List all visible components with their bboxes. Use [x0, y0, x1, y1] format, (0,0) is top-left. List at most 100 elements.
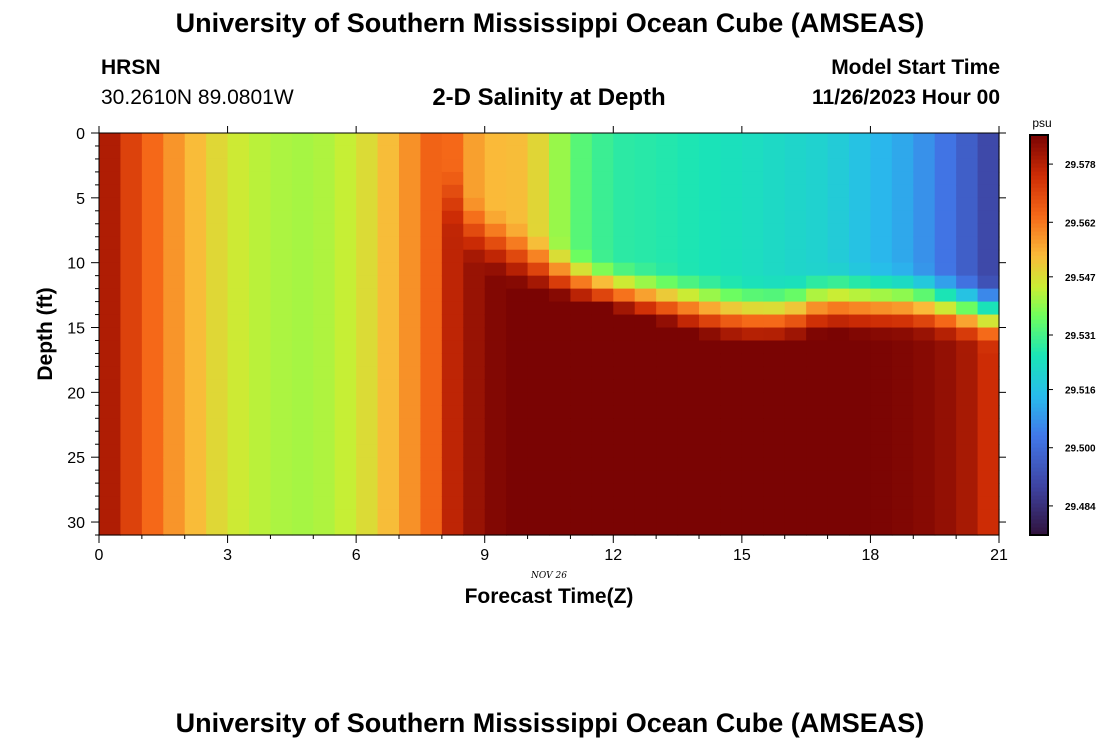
heatmap-cell [249, 444, 272, 458]
heatmap-cell [249, 288, 272, 303]
heatmap-cell [334, 418, 357, 432]
heatmap-cell [120, 249, 143, 264]
heatmap-cell [291, 483, 314, 497]
heatmap-cell [441, 483, 464, 497]
heatmap-cell [270, 236, 293, 251]
heatmap-cell [570, 301, 593, 316]
heatmap-cell [120, 236, 143, 251]
heatmap-cell [141, 496, 164, 510]
heatmap-cell [934, 210, 957, 225]
colorbar-segment [1030, 343, 1048, 348]
heatmap-cell [120, 262, 143, 277]
heatmap-cell [806, 262, 829, 277]
heatmap-cell [420, 249, 443, 264]
heatmap-cell [699, 353, 722, 368]
heatmap-cell [270, 275, 293, 290]
heatmap-cell [849, 145, 872, 160]
heatmap-cell [934, 158, 957, 173]
heatmap-cell [634, 379, 657, 393]
heatmap-cell [570, 275, 593, 290]
heatmap-cell [313, 470, 336, 484]
heatmap-cell [634, 184, 657, 199]
heatmap-cell [463, 470, 486, 484]
heatmap-cell [141, 457, 164, 471]
heatmap-cell [763, 197, 786, 212]
heatmap-cell [184, 340, 207, 355]
heatmap-cell [120, 457, 143, 471]
heatmap-cell [806, 483, 829, 497]
heatmap-cell [934, 405, 957, 419]
heatmap-cell [591, 314, 614, 329]
colorbar-segment [1030, 367, 1048, 372]
heatmap-cell [120, 379, 143, 393]
heatmap-cell [913, 314, 936, 329]
heatmap-cell [356, 327, 379, 342]
heatmap-cell [334, 470, 357, 484]
heatmap-cell [270, 327, 293, 342]
heatmap-cell [441, 301, 464, 316]
colorbar-segment [1030, 171, 1048, 176]
heatmap-cell [913, 197, 936, 212]
heatmap-cell [184, 314, 207, 329]
heatmap-cell [399, 431, 422, 445]
heatmap-cell [763, 353, 786, 368]
heatmap-cell [549, 522, 572, 536]
heatmap-cell [849, 470, 872, 484]
heatmap-cell [399, 314, 422, 329]
heatmap-cell [206, 509, 229, 523]
heatmap-cell [270, 418, 293, 432]
heatmap-cell [806, 158, 829, 173]
heatmap-cell [891, 197, 914, 212]
heatmap-cell [377, 249, 400, 264]
heatmap-cell [656, 223, 679, 238]
heatmap-cell [784, 184, 807, 199]
heatmap-cell [741, 340, 764, 355]
heatmap-cell [699, 327, 722, 342]
heatmap-cell [784, 418, 807, 432]
heatmap-cell [613, 327, 636, 342]
heatmap-cell [613, 522, 636, 536]
heatmap-cell [377, 522, 400, 536]
heatmap-cell [99, 314, 122, 329]
heatmap-cell [399, 405, 422, 419]
heatmap-cell [934, 431, 957, 445]
heatmap-cell [291, 236, 314, 251]
heatmap-cell [356, 379, 379, 393]
heatmap-cell [206, 145, 229, 160]
heatmap-cell [141, 340, 164, 355]
heatmap-cell [184, 496, 207, 510]
heatmap-cell [463, 340, 486, 355]
colorbar-segment [1030, 155, 1048, 160]
heatmap-cell [291, 366, 314, 380]
heatmap-cell [99, 444, 122, 458]
heatmap-cell [913, 522, 936, 536]
heatmap-cell [377, 340, 400, 355]
heatmap-cell [720, 470, 743, 484]
heatmap-cell [463, 249, 486, 264]
heatmap-cell [184, 210, 207, 225]
heatmap-cell [849, 483, 872, 497]
heatmap-cell [399, 392, 422, 406]
heatmap-cell [441, 366, 464, 380]
heatmap-cell [313, 327, 336, 342]
heatmap-cell [484, 301, 507, 316]
heatmap-cell [849, 171, 872, 186]
heatmap-cell [227, 327, 250, 342]
heatmap-cell [613, 457, 636, 471]
heatmap-cell [677, 340, 700, 355]
heatmap-cell [377, 496, 400, 510]
heatmap-cell [527, 184, 550, 199]
heatmap-cell [441, 327, 464, 342]
heatmap-cell [227, 223, 250, 238]
heatmap-cell [913, 509, 936, 523]
colorbar-segment [1030, 339, 1048, 344]
heatmap-cell [506, 223, 529, 238]
heatmap-cell [506, 483, 529, 497]
heatmap-cell [870, 314, 893, 329]
heatmap-cell [99, 418, 122, 432]
heatmap-cell [570, 288, 593, 303]
heatmap-cell [399, 509, 422, 523]
heatmap-cell [377, 457, 400, 471]
heatmap-cell [827, 288, 850, 303]
heatmap-cell [613, 158, 636, 173]
